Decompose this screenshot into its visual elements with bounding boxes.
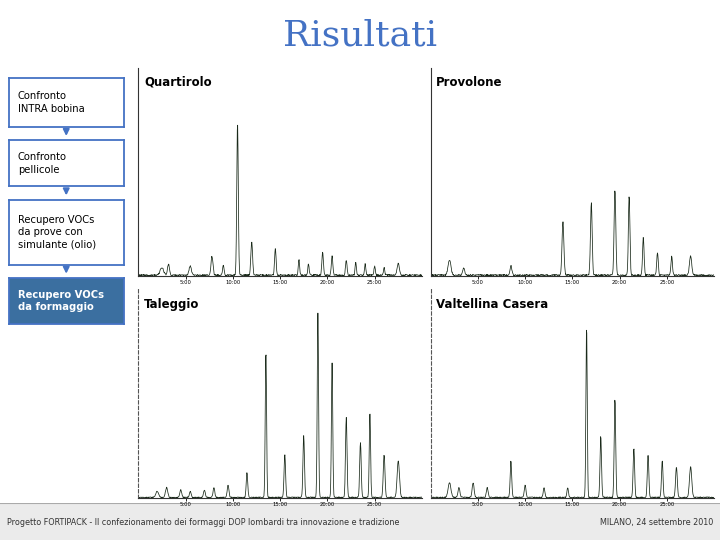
Text: Recupero VOCs
da formaggio: Recupero VOCs da formaggio — [18, 290, 104, 312]
Text: Recupero VOCs
da prove con
simulante (olio): Recupero VOCs da prove con simulante (ol… — [18, 215, 96, 249]
Text: Valtellina Casera: Valtellina Casera — [436, 298, 549, 311]
Text: Confronto
INTRA bobina: Confronto INTRA bobina — [18, 91, 85, 114]
Text: Risultati: Risultati — [283, 19, 437, 53]
Text: MILANO, 24 settembre 2010: MILANO, 24 settembre 2010 — [600, 518, 713, 527]
Text: Progetto FORTIPACK - Il confezionamento dei formaggi DOP lombardi tra innovazion: Progetto FORTIPACK - Il confezionamento … — [7, 518, 400, 527]
Text: Provolone: Provolone — [436, 76, 503, 89]
Text: Quartirolo: Quartirolo — [144, 76, 212, 89]
Text: Taleggio: Taleggio — [144, 298, 199, 311]
Text: Confronto
pellicole: Confronto pellicole — [18, 152, 67, 174]
